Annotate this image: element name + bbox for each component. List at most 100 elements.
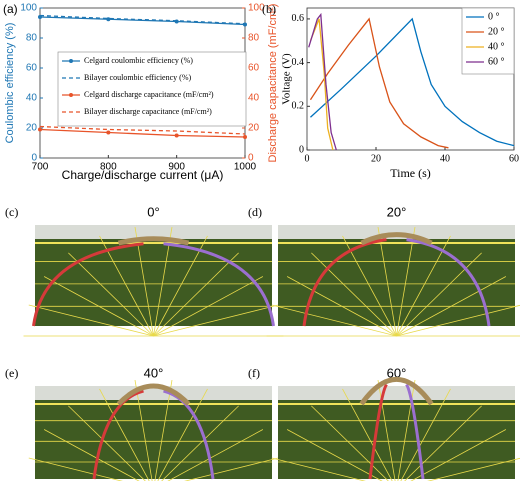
y2-axis-label: Discharge capacitance (mF/cm²): [267, 4, 279, 163]
wire-red: [368, 383, 388, 480]
y-tick-label: 20: [26, 123, 38, 134]
x-tick-label: 0: [305, 153, 310, 164]
point: [106, 130, 111, 135]
series-line: [310, 17, 515, 147]
y-tick-label: 0.6: [292, 13, 305, 24]
photo-title: 0°: [147, 204, 159, 219]
series-line: [39, 14, 246, 25]
photo: (d) 20°: [248, 204, 520, 337]
photo: (e) 40°: [5, 365, 279, 481]
photo-label: (c): [5, 205, 18, 219]
y2-tick-label: 40: [248, 93, 260, 104]
wire-purple: [406, 238, 491, 327]
grid: [153, 252, 239, 337]
y2-tick-label: 20: [248, 123, 260, 134]
y-tick-label: 80: [26, 33, 38, 44]
photo-top: [278, 386, 515, 400]
x-tick-label: 60: [509, 153, 519, 164]
photo-bg: [35, 225, 272, 326]
legend-box: [57, 51, 247, 127]
grid: [184, 457, 279, 481]
legend-label: 20 °: [488, 26, 505, 37]
y2-tick-label: 0: [248, 153, 254, 164]
photo: (c) 0°: [5, 204, 284, 337]
grid: [43, 429, 140, 481]
y-tick-label: 0.4: [292, 57, 305, 68]
device: [359, 377, 434, 406]
y-tick-label: 60: [26, 63, 38, 74]
grid: [154, 380, 173, 481]
photo-top: [35, 225, 272, 239]
grid: [167, 429, 264, 481]
x-tick-label: 900: [168, 162, 185, 173]
photo-title: 40°: [144, 365, 164, 380]
series-line: [39, 128, 246, 138]
wire-purple: [163, 242, 275, 327]
grid: [396, 235, 451, 337]
photo-label: (f): [248, 366, 260, 380]
legend-label: Bilayer coulombic efficiency (%): [84, 73, 191, 82]
legend-label: Bilayer discharge capacitance (mF/cm²): [84, 107, 212, 116]
y-tick-label: 100: [20, 3, 37, 14]
legend-label: 0 °: [488, 11, 500, 22]
series-line: [309, 17, 449, 149]
grid: [396, 304, 520, 337]
point: [243, 135, 247, 139]
device: [116, 383, 191, 406]
y-tick-label: 0: [299, 144, 304, 155]
photo-top: [278, 225, 515, 239]
photo-label: (d): [248, 205, 262, 219]
photo-title: 20°: [387, 204, 407, 219]
grid: [427, 457, 520, 481]
y-tick-label: 0: [31, 153, 37, 164]
legend-label: Celgard discharge capacitance (mF/cm²): [84, 90, 214, 99]
panel-label: (b): [262, 2, 276, 16]
grid: [28, 304, 154, 337]
point: [106, 17, 111, 22]
grid: [134, 380, 153, 481]
grid: [161, 405, 239, 481]
x-axis-label: Time (s): [390, 166, 431, 180]
panel-label: (a): [3, 2, 18, 16]
legend-label: 40 °: [488, 41, 505, 52]
grid: [271, 304, 397, 337]
legend-label: Celgard coulombic efficiency (%): [84, 56, 193, 65]
grid: [342, 235, 397, 337]
chart: (a)700 800 900 1000020406080100020406080100…: [3, 2, 279, 182]
photo-bg: [35, 386, 272, 479]
x-tick-label: 20: [371, 153, 381, 164]
y-tick-label: 40: [26, 93, 38, 104]
photo-label: (e): [5, 366, 18, 380]
y-axis-label: Voltage (V): [281, 53, 293, 105]
x-tick-label: 800: [100, 162, 117, 173]
legend-label: 60 °: [488, 56, 505, 67]
legend-marker: [69, 59, 73, 63]
y-axis-label: Coulombic efficiency (%): [4, 23, 16, 144]
grid: [99, 235, 154, 337]
legend-box: [461, 7, 515, 75]
wire-purple: [405, 383, 425, 480]
point: [38, 127, 42, 132]
y2-tick-label: 100: [248, 3, 265, 14]
grid: [286, 429, 383, 481]
series-line: [308, 12, 337, 151]
grid: [400, 388, 451, 481]
grid: [396, 227, 416, 337]
grid: [342, 388, 393, 481]
wire-red: [32, 242, 144, 327]
grid: [396, 252, 482, 337]
grid: [99, 388, 150, 481]
x-tick-label: 700: [32, 162, 49, 173]
series-line: [309, 18, 334, 151]
grid: [377, 227, 397, 337]
grid: [311, 252, 397, 337]
grid: [153, 304, 279, 337]
y2-tick-label: 60: [248, 63, 260, 74]
photo-top: [35, 386, 272, 400]
photo: (f) 60°: [248, 365, 520, 481]
wire-purple: [163, 389, 215, 480]
photo-title: 60°: [387, 365, 407, 380]
grid: [157, 388, 208, 481]
grid: [410, 429, 507, 481]
